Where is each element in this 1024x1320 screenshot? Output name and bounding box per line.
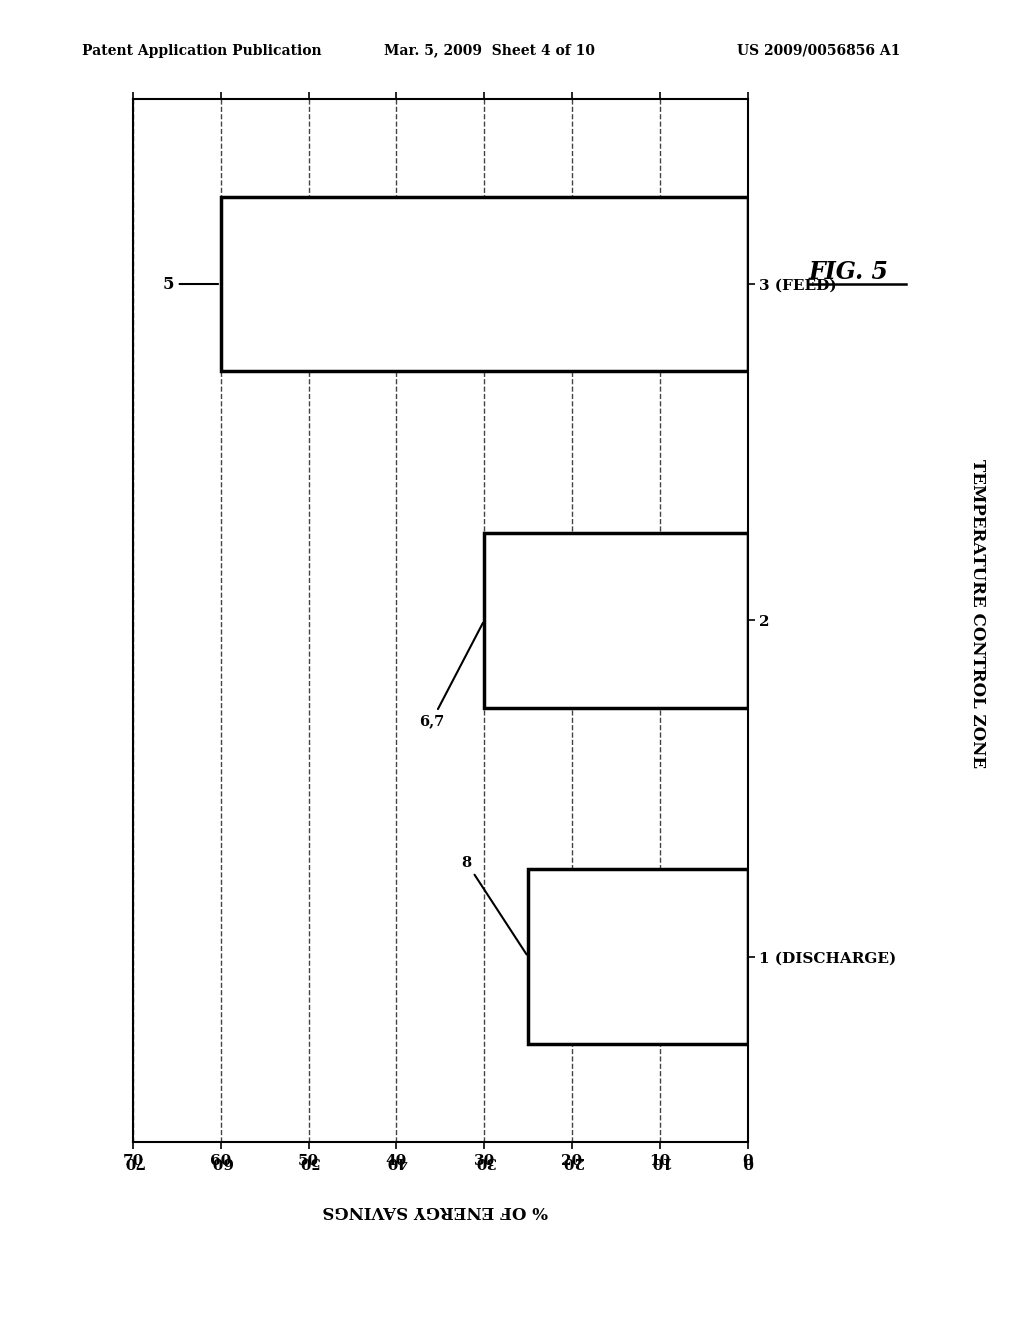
Text: Patent Application Publication: Patent Application Publication [82,44,322,58]
Text: 8: 8 [462,855,526,954]
Text: 6,7: 6,7 [419,623,483,729]
Text: 5: 5 [163,276,218,293]
Bar [221,197,748,371]
Text: FIG. 5: FIG. 5 [809,260,889,284]
Bar [484,533,748,708]
Text: Mar. 5, 2009  Sheet 4 of 10: Mar. 5, 2009 Sheet 4 of 10 [384,44,595,58]
Text: TEMPERATURE CONTROL ZONE: TEMPERATURE CONTROL ZONE [970,459,986,768]
Text: US 2009/0056856 A1: US 2009/0056856 A1 [737,44,901,58]
Bar [528,870,748,1044]
Text: % OF ENERGY SAVINGS: % OF ENERGY SAVINGS [323,1203,548,1218]
